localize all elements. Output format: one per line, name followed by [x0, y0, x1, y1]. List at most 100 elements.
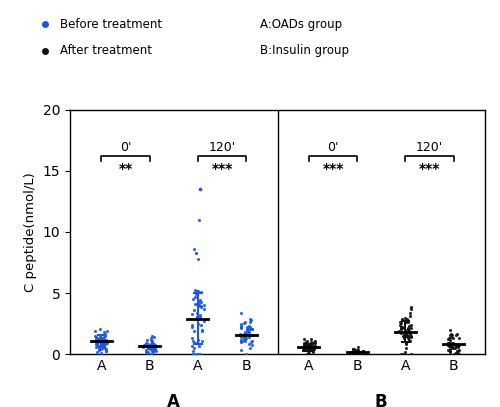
Point [192, 249, 200, 256]
Point [150, 342, 158, 348]
Point [150, 346, 158, 353]
Point [358, 348, 366, 354]
Point [302, 346, 310, 353]
Point [350, 350, 358, 356]
Point [354, 347, 362, 354]
Point [196, 303, 204, 310]
Point [352, 348, 360, 354]
Point [100, 344, 108, 351]
Point [98, 349, 106, 356]
Point [302, 344, 310, 350]
Point [454, 348, 462, 355]
Point [102, 346, 110, 352]
Point [400, 335, 408, 341]
Point [98, 339, 106, 346]
Point [148, 339, 156, 346]
Point [238, 337, 246, 344]
Point [354, 347, 362, 354]
Point [196, 300, 203, 306]
Point [304, 348, 312, 354]
Point [248, 332, 256, 338]
Point [142, 350, 150, 356]
Point [144, 345, 152, 351]
Point [404, 335, 412, 341]
Point [310, 337, 318, 344]
Point [99, 345, 107, 351]
Point [192, 314, 200, 320]
Point [397, 320, 405, 326]
Point [148, 348, 156, 354]
Point [196, 217, 203, 223]
Point [243, 326, 251, 332]
Point [240, 337, 248, 343]
Point [353, 350, 361, 356]
Point [142, 342, 150, 349]
Point [446, 341, 454, 347]
Point [194, 337, 202, 344]
Point [102, 348, 110, 354]
Point [99, 339, 107, 345]
Point [244, 341, 252, 347]
Point [142, 341, 150, 348]
Point [146, 345, 154, 352]
Point [243, 324, 251, 330]
Point [354, 348, 362, 355]
Point [144, 337, 152, 344]
Point [140, 343, 148, 349]
Point [304, 345, 312, 351]
Point [248, 326, 256, 332]
Point [404, 319, 412, 326]
Point [102, 333, 110, 339]
Point [190, 306, 198, 313]
Point [401, 326, 409, 333]
Point [244, 328, 252, 335]
Point [248, 338, 256, 345]
Point [452, 350, 460, 356]
Point [196, 289, 204, 295]
Point [300, 345, 308, 352]
Point [405, 327, 413, 334]
Point [452, 342, 460, 348]
Point [348, 349, 356, 355]
Point [452, 332, 460, 339]
Text: A: A [168, 393, 180, 407]
Point [241, 318, 249, 325]
Text: 0': 0' [327, 142, 338, 155]
Point [444, 340, 452, 347]
Point [444, 340, 452, 347]
Point [238, 338, 246, 345]
Point [348, 349, 356, 355]
Point [188, 335, 196, 342]
Point [95, 336, 103, 343]
Text: ***: *** [419, 162, 440, 176]
Point [310, 339, 318, 345]
Point [354, 344, 362, 351]
Point [454, 351, 462, 357]
Point [101, 340, 109, 347]
Point [404, 326, 412, 332]
Point [456, 351, 464, 357]
Point [237, 338, 245, 344]
Point [302, 347, 310, 354]
Point [300, 341, 308, 348]
Point [150, 343, 158, 349]
Point [100, 328, 108, 335]
Point [200, 317, 208, 324]
Point [240, 336, 248, 342]
Point [403, 332, 411, 339]
Point [94, 336, 102, 343]
Text: After treatment: After treatment [60, 44, 152, 57]
Point [358, 348, 366, 355]
Point [300, 340, 308, 346]
Point [453, 342, 461, 349]
Point [308, 344, 316, 350]
Point [359, 349, 367, 356]
Point [144, 341, 152, 348]
Point [445, 343, 453, 349]
Point [406, 337, 413, 344]
Point [454, 344, 462, 350]
Point [146, 345, 154, 351]
Point [402, 333, 410, 339]
Point [98, 341, 106, 348]
Point [406, 310, 414, 316]
